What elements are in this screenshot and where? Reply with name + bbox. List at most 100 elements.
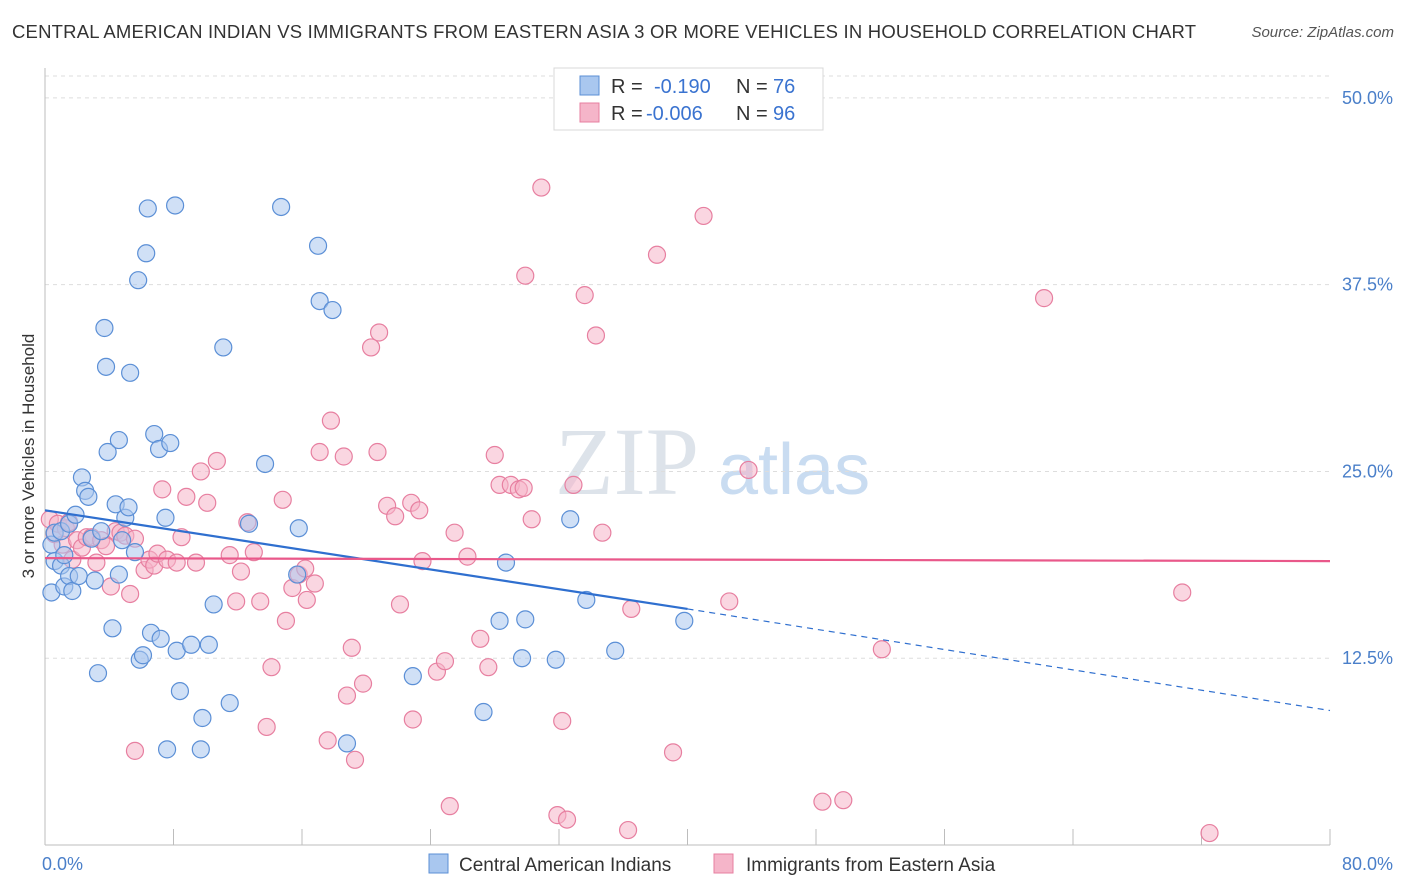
pink-point-27 <box>167 553 186 572</box>
bottom-legend-swatch-blue <box>428 853 449 874</box>
blue-point-22 <box>98 442 117 462</box>
pink-point-20 <box>125 741 145 760</box>
blue-point-40 <box>151 629 170 648</box>
blue-point-17 <box>85 571 104 590</box>
pink-point-32 <box>198 493 217 512</box>
legend-r-label-2: R = <box>611 103 643 125</box>
pink-point-70 <box>445 523 464 542</box>
blue-point-60 <box>310 292 329 311</box>
pink-point-91 <box>647 245 667 264</box>
pink-point-73 <box>479 658 498 677</box>
legend-r-value-2: -0.006 <box>646 103 703 125</box>
blue-point-43 <box>161 433 180 453</box>
blue-point-54 <box>239 514 259 533</box>
pink-point-71 <box>458 547 477 566</box>
pink-point-89 <box>618 820 638 840</box>
pink-point-86 <box>575 286 594 305</box>
pink-point-25 <box>153 480 172 499</box>
blue-point-67 <box>512 649 532 668</box>
blue-point-44 <box>166 196 185 215</box>
y-tick-label-2: 37.5% <box>1342 275 1393 295</box>
pink-point-78 <box>514 478 533 497</box>
blue-point-55 <box>255 454 275 474</box>
pink-point-94 <box>720 592 739 611</box>
pink-point-61 <box>386 507 405 526</box>
pink-trend-line <box>44 557 1331 563</box>
pink-point-52 <box>334 447 353 466</box>
pink-point-100 <box>1173 583 1192 602</box>
blue-point-26 <box>109 565 128 584</box>
pink-point-33 <box>207 451 226 471</box>
pink-point-42 <box>273 490 292 509</box>
blue-point-36 <box>138 199 157 218</box>
pink-point-62 <box>390 595 410 614</box>
pink-point-95 <box>739 460 758 480</box>
legend-n-value-2: 96 <box>773 103 795 125</box>
blue-point-73 <box>675 611 694 630</box>
blue-point-27 <box>112 531 132 550</box>
pink-point-51 <box>321 411 341 430</box>
blue-point-48 <box>191 740 210 759</box>
pink-point-56 <box>353 674 373 693</box>
pink-point-48 <box>305 574 324 593</box>
x-tick-min: 0.0% <box>42 854 83 874</box>
pink-point-84 <box>557 810 577 829</box>
legend-n-label-1: N = <box>736 76 768 98</box>
blue-point-58 <box>289 519 308 538</box>
bottom-legend-label-pink: Immigrants from Eastern Asia <box>746 855 996 876</box>
legend-n-value-1: 76 <box>773 76 795 98</box>
y-tick-label-1: 25.0% <box>1342 461 1393 481</box>
pink-point-69 <box>440 797 459 816</box>
blue-point-41 <box>156 508 175 527</box>
pink-point-39 <box>251 592 270 611</box>
blue-point-34 <box>133 646 153 665</box>
legend: R = -0.190 N = 76 R = -0.006 N = 96 <box>553 67 824 131</box>
pink-point-36 <box>231 562 251 581</box>
pink-point-87 <box>586 326 606 345</box>
blue-point-61 <box>323 300 342 320</box>
blue-point-57 <box>288 565 307 584</box>
legend-r-value-1: -0.190 <box>654 76 711 98</box>
pink-point-49 <box>310 442 329 462</box>
x-tick-max: 80.0% <box>1342 854 1393 874</box>
y-tick-label-3: 50.0% <box>1342 88 1393 108</box>
blue-point-52 <box>214 338 233 357</box>
blue-point-51 <box>204 595 223 614</box>
blue-point-30 <box>121 363 140 382</box>
pink-point-66 <box>413 551 432 571</box>
pink-point-65 <box>410 501 429 520</box>
pink-point-35 <box>227 592 246 611</box>
blue-point-62 <box>337 734 357 753</box>
bottom-legend: Central American Indians Immigrants from… <box>428 853 996 876</box>
source-note: Source: ZipAtlas.com <box>1251 24 1394 41</box>
y-axis-title: 3 or more Vehicles in Household <box>19 334 38 579</box>
pink-point-99 <box>1034 289 1054 308</box>
blue-point-12 <box>69 566 88 586</box>
blue-point-25 <box>109 430 128 450</box>
blue-point-65 <box>490 611 509 630</box>
y-tick-label-0: 12.5% <box>1342 648 1393 668</box>
pink-point-59 <box>370 323 389 342</box>
pink-point-101 <box>1200 823 1219 843</box>
axes <box>44 68 1331 846</box>
blue-point-6 <box>55 546 74 565</box>
blue-point-72 <box>606 641 625 660</box>
blue-point-56 <box>272 197 291 217</box>
pink-point-98 <box>872 640 891 659</box>
blue-point-64 <box>474 702 493 722</box>
blue-point-68 <box>516 610 535 629</box>
pink-point-43 <box>276 611 296 630</box>
blue-point-47 <box>182 635 201 654</box>
pink-point-55 <box>345 750 365 769</box>
blue-point-21 <box>96 357 116 376</box>
pink-point-41 <box>262 658 281 677</box>
pink-point-31 <box>191 462 210 481</box>
blue-point-69 <box>546 650 565 669</box>
chart-title: CENTRAL AMERICAN INDIAN VS IMMIGRANTS FR… <box>12 21 1197 42</box>
blue-point-70 <box>561 510 580 529</box>
trend-lines <box>44 509 1331 712</box>
legend-n-label-2: N = <box>736 103 768 125</box>
pink-point-18 <box>121 584 140 604</box>
pink-point-53 <box>337 686 357 705</box>
